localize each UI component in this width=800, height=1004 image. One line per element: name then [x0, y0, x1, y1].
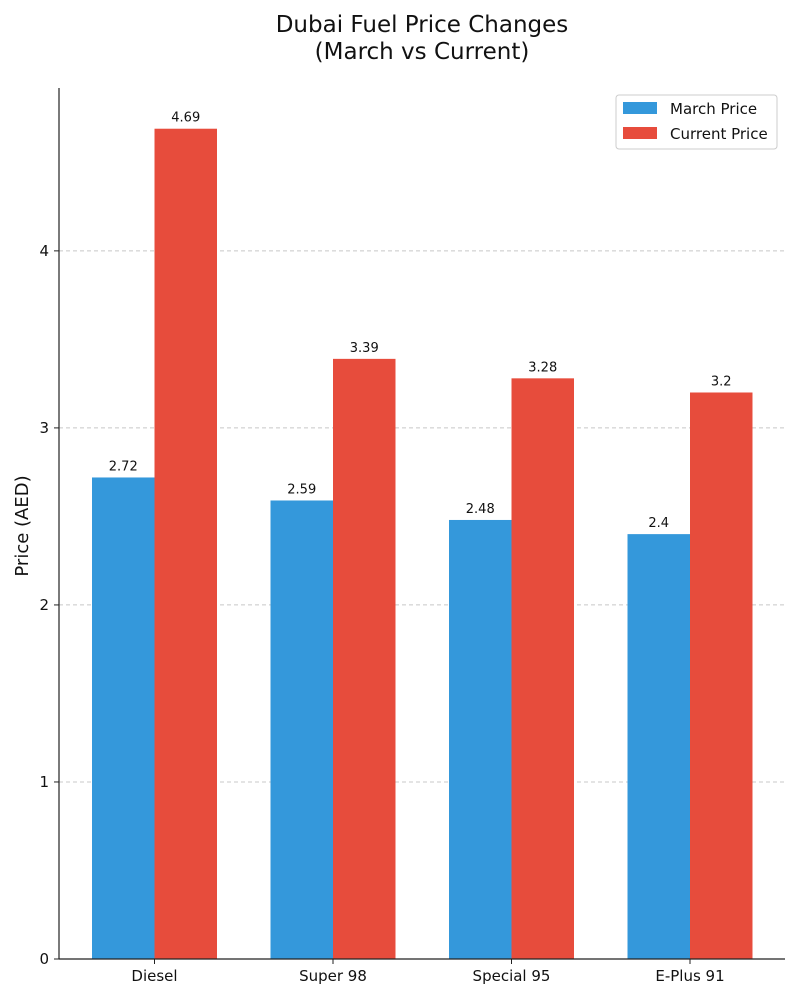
chart-title-line-1: Dubai Fuel Price Changes — [276, 12, 569, 38]
y-tick-label-0: 0 — [39, 950, 49, 968]
value-label-current-price-diesel: 4.69 — [171, 111, 200, 126]
x-tick-label-super-98: Super 98 — [299, 967, 367, 985]
y-tick-label-2: 2 — [39, 596, 49, 614]
bar-current-price-diesel — [154, 128, 217, 960]
legend-label-current-price: Current Price — [670, 125, 768, 143]
bar-march-price-super-98 — [270, 500, 333, 959]
bar-current-price-super-98 — [333, 358, 396, 959]
y-tick-label-1: 1 — [39, 773, 49, 791]
value-label-march-price-super-98: 2.59 — [287, 482, 316, 497]
x-tick-label-special-95: Special 95 — [473, 967, 551, 985]
legend: March Price Current Price — [615, 94, 778, 150]
bars — [92, 128, 753, 960]
value-labels: 2.72 4.69 2.59 3.39 2.48 3.28 2.4 3.2 — [109, 111, 732, 531]
axes — [58, 88, 785, 960]
bar-march-price-diesel — [92, 477, 155, 959]
x-tick-label-e-plus-91: E-Plus 91 — [655, 967, 724, 985]
bar-march-price-special-95 — [449, 519, 512, 959]
x-ticks: Diesel Super 98 Special 95 E-Plus 91 — [131, 959, 725, 985]
bar-current-price-special-95 — [511, 378, 574, 959]
value-label-current-price-super-98: 3.39 — [350, 341, 379, 356]
bar-march-price-e-plus-91 — [627, 534, 690, 959]
x-tick-label-diesel: Diesel — [131, 967, 177, 985]
chart-title-line-2: (March vs Current) — [315, 39, 530, 65]
legend-label-march-price: March Price — [670, 100, 757, 118]
value-label-march-price-special-95: 2.48 — [466, 502, 495, 517]
value-label-current-price-e-plus-91: 3.2 — [711, 374, 732, 389]
value-label-current-price-special-95: 3.28 — [528, 360, 557, 375]
legend-swatch-current-price — [623, 127, 657, 139]
value-label-march-price-e-plus-91: 2.4 — [648, 516, 669, 531]
y-ticks: 0 1 2 3 4 — [39, 242, 59, 968]
y-tick-label-4: 4 — [39, 242, 49, 260]
y-tick-label-3: 3 — [39, 419, 49, 437]
legend-swatch-march-price — [623, 102, 657, 114]
bar-current-price-e-plus-91 — [690, 392, 753, 959]
y-axis-label: Price (AED) — [12, 475, 33, 576]
value-label-march-price-diesel: 2.72 — [109, 459, 138, 474]
